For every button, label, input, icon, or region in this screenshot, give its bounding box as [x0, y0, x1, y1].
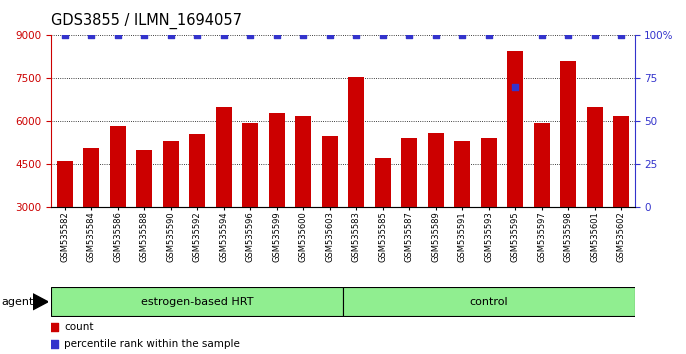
Point [510, 84, 521, 90]
Bar [375, 159, 391, 293]
Bar [343, 287, 635, 316]
Bar [481, 138, 497, 293]
Text: percentile rank within the sample: percentile rank within the sample [64, 339, 240, 349]
Polygon shape [33, 294, 48, 310]
Point [616, 33, 627, 38]
Bar [216, 107, 232, 293]
Point [324, 33, 335, 38]
Bar [242, 123, 258, 293]
Bar [508, 51, 523, 293]
Point [457, 33, 468, 38]
Bar [348, 77, 364, 293]
Bar [401, 138, 417, 293]
Bar [587, 107, 603, 293]
Point [165, 33, 176, 38]
Text: estrogen-based HRT: estrogen-based HRT [141, 297, 253, 307]
Bar [295, 115, 311, 293]
Point [589, 33, 600, 38]
Point [563, 33, 573, 38]
Point [483, 33, 494, 38]
Text: agent: agent [1, 297, 34, 307]
Bar [110, 126, 126, 293]
Bar [454, 141, 470, 293]
Point [364, 274, 375, 279]
Point [430, 33, 441, 38]
Point [377, 33, 388, 38]
Point [536, 33, 547, 38]
Text: GDS3855 / ILMN_1694057: GDS3855 / ILMN_1694057 [51, 12, 242, 29]
Bar [560, 61, 576, 293]
Point [364, 114, 375, 120]
Text: control: control [469, 297, 508, 307]
Bar [137, 150, 152, 293]
Bar [534, 123, 549, 293]
Bar [51, 287, 343, 316]
Bar [57, 161, 73, 293]
Point [245, 33, 256, 38]
Bar [163, 141, 178, 293]
Point [139, 33, 150, 38]
Bar [189, 134, 205, 293]
Point [271, 33, 282, 38]
Point [351, 33, 362, 38]
Point [191, 33, 202, 38]
Point [298, 33, 309, 38]
Bar [322, 136, 338, 293]
Text: count: count [64, 321, 94, 332]
Bar [269, 113, 285, 293]
Point [86, 33, 97, 38]
Point [113, 33, 123, 38]
Bar [613, 115, 629, 293]
Point [218, 33, 229, 38]
Point [59, 33, 70, 38]
Point [404, 33, 415, 38]
Bar [428, 133, 444, 293]
Bar [83, 148, 99, 293]
